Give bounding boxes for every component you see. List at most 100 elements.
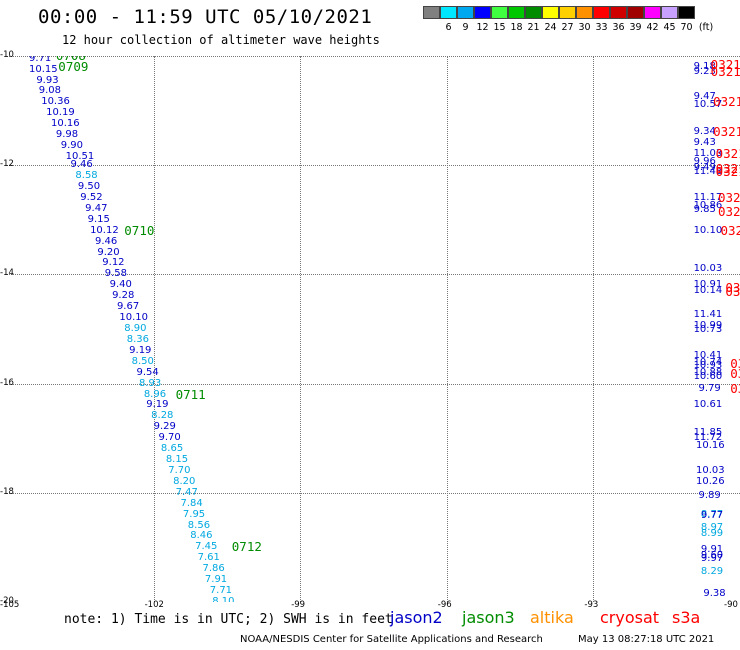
wave-height-reading: 9.34 (693, 126, 716, 138)
satellite-cryosat: cryosat (600, 608, 660, 627)
legend-label: 15 (493, 22, 506, 33)
wave-height-reading: 10.60 (693, 371, 723, 383)
wave-height-reading: 9.77 (700, 509, 724, 521)
wave-height-reading: 10.36 (41, 96, 70, 108)
lat-tick-label: -14 (0, 268, 14, 279)
wave-height-reading: 10.16 (50, 118, 80, 130)
wave-height-reading: 10.16 (696, 440, 725, 452)
wave-height-reading: 7.61 (197, 552, 220, 564)
pass-time-label: 0321 (710, 57, 740, 73)
wave-height-reading: 11.41 (693, 309, 723, 321)
wave-height-reading: 8.36 (126, 333, 149, 345)
wave-height-reading: 8.46 (190, 530, 213, 542)
grid-line-lat (7, 492, 740, 494)
legend-swatch-12 (610, 6, 627, 19)
lat-tick-label: -12 (0, 159, 14, 170)
wave-height-reading: 9.29 (153, 421, 176, 433)
grid-line-lat (7, 383, 740, 385)
wave-height-reading: 9.12 (102, 257, 125, 269)
legend-swatch-13 (627, 6, 644, 19)
legend-label: 30 (578, 22, 591, 33)
legend-swatch-11 (593, 6, 610, 19)
pass-time-label: 0321 (713, 94, 740, 110)
wave-height-reading: 9.47 (693, 90, 716, 102)
wave-height-reading: 10.14 (693, 284, 723, 296)
wave-height-reading: 9.20 (97, 246, 120, 258)
lon-tick-label: -105 (0, 600, 20, 610)
pass-time-label: 0321 (715, 146, 740, 162)
map-title: 00:00 - 11:59 UTC 05/10/2021 (38, 6, 373, 28)
wave-height-reading: 10.61 (693, 399, 723, 411)
grid-line-lon (446, 56, 448, 602)
wave-height-reading: 10.03 (696, 464, 725, 476)
wave-height-reading: 9.79 (698, 383, 721, 395)
wave-height-reading: 9.23 (693, 66, 716, 78)
wave-height-reading: 9.85 (693, 203, 716, 215)
wave-height-reading: 9.49 (693, 161, 716, 173)
pass-time-label: 0709 (58, 58, 89, 74)
wave-height-reading: 9.54 (136, 366, 159, 378)
legend-label: 70 (680, 22, 693, 33)
wave-height-reading: 8.50 (131, 355, 154, 367)
legend-label: 36 (612, 22, 625, 33)
wave-height-reading: 10.15 (28, 63, 58, 75)
wave-height-reading: 8.65 (160, 443, 184, 455)
wave-height-reading: 8.15 (165, 454, 189, 466)
wave-height-reading: 10.19 (46, 107, 75, 119)
wave-height-reading: 9.52 (80, 191, 103, 203)
wave-height-reading: 10.93 (693, 360, 723, 372)
wave-height-reading: 9.40 (109, 279, 132, 291)
legend-swatch-4 (474, 6, 491, 19)
wave-height-reading: 10.41 (693, 350, 723, 362)
lon-tick-label: -99 (291, 600, 306, 610)
wave-height-reading: 9.89 (698, 489, 721, 501)
legend-swatch-3 (457, 6, 474, 19)
wave-height-reading: 9.28 (112, 290, 135, 302)
wave-height-reading: 8.90 (124, 323, 147, 334)
credit-line: NOAA/NESDIS Center for Satellite Applica… (240, 634, 543, 645)
wave-height-reading: 10.10 (693, 224, 723, 236)
lon-tick-label: -90 (724, 600, 738, 610)
legend-swatch-1 (423, 6, 440, 19)
generated-timestamp: May 13 08:27:18 UTC 2021 (578, 634, 715, 645)
grid-line-lon (153, 56, 155, 602)
wave-height-reading: 11.03 (693, 148, 723, 160)
map-plot-area: 9.71 10.15 9.93 9.08 10.36 10.19 10.16 9.98 9.90… (7, 56, 740, 602)
wave-height-reading: 7.84 (180, 497, 203, 509)
legend-swatch-9 (559, 6, 576, 19)
legend-swatch-6 (508, 6, 525, 19)
wave-height-reading: 10.73 (693, 324, 723, 336)
pass-time-label: 0321 (715, 163, 740, 179)
lon-tick-label: -93 (584, 600, 599, 610)
legend-swatch-14 (644, 6, 661, 19)
lon-tick-label: -102 (144, 600, 164, 610)
wave-height-reading: 8.93 (138, 377, 162, 389)
wave-height-reading: 9.46 (70, 159, 93, 171)
wave-height-reading: 7.70 (168, 464, 191, 476)
legend-unit: (ft) (698, 22, 714, 33)
satellite-altika: altika (530, 608, 574, 627)
wave-height-reading: 10.03 (693, 262, 723, 274)
wave-height-reading: 8.28 (151, 410, 174, 422)
wave-height-reading: 8.56 (187, 519, 211, 531)
legend-swatch-5 (491, 6, 508, 19)
wave-height-reading: 9.98 (55, 129, 79, 141)
wave-height-reading: 10.99 (693, 320, 723, 332)
wave-height-reading: 10.88 (693, 366, 723, 378)
satellite-jason3: jason3 (462, 608, 515, 627)
wave-height-reading: 10.12 (90, 224, 119, 236)
legend-swatch-15 (661, 6, 678, 19)
wave-height-reading: 7.71 (209, 585, 233, 597)
wave-height-reading: 9.96 (693, 156, 716, 168)
wave-height-reading: 7.86 (202, 563, 225, 575)
wave-height-reading: 10.91 (693, 279, 723, 291)
wave-height-reading: 8.20 (173, 475, 196, 487)
pass-time-label: 0321 (710, 64, 740, 80)
wave-height-reading: 8.10 (212, 596, 235, 603)
wave-height-reading: 10.26 (696, 475, 725, 487)
legend-swatch-8 (542, 6, 559, 19)
